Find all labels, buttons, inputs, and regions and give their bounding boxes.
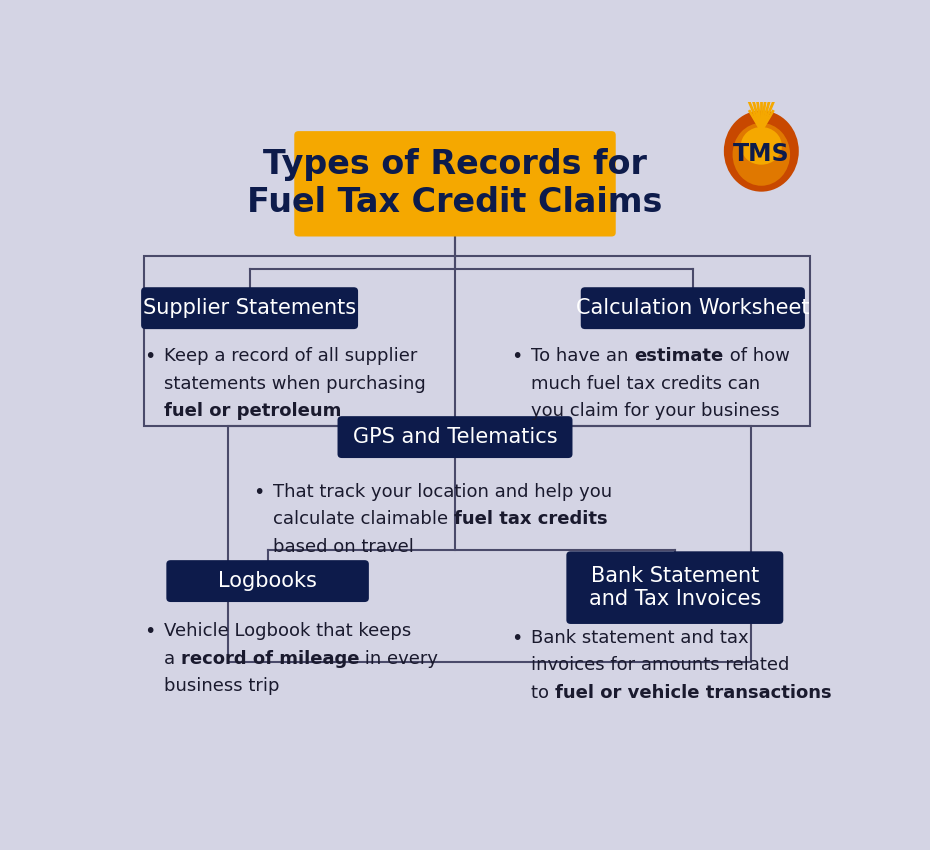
FancyBboxPatch shape: [338, 416, 573, 458]
Text: To have an: To have an: [531, 348, 634, 366]
Text: record of mileage: record of mileage: [180, 649, 359, 668]
Text: fuel tax credits: fuel tax credits: [454, 510, 608, 529]
Text: Bank Statement
and Tax Invoices: Bank Statement and Tax Invoices: [589, 566, 761, 609]
Text: Vehicle Logbook that keeps: Vehicle Logbook that keeps: [164, 622, 411, 640]
Text: •: •: [253, 483, 264, 502]
Ellipse shape: [724, 110, 799, 191]
Bar: [228, 426, 751, 661]
Text: invoices for amounts related: invoices for amounts related: [531, 656, 790, 674]
FancyBboxPatch shape: [166, 560, 369, 602]
Bar: [143, 256, 810, 426]
Text: •: •: [512, 629, 523, 648]
Text: in every: in every: [359, 649, 438, 668]
Text: to: to: [531, 684, 555, 702]
Text: you claim for your business: you claim for your business: [531, 402, 780, 421]
FancyBboxPatch shape: [294, 131, 616, 236]
Text: statements when purchasing: statements when purchasing: [164, 375, 426, 393]
Text: much fuel tax credits can: much fuel tax credits can: [531, 375, 761, 393]
Text: •: •: [512, 348, 523, 366]
FancyBboxPatch shape: [141, 287, 358, 329]
Text: Calculation Worksheet: Calculation Worksheet: [576, 298, 810, 318]
Text: Logbooks: Logbooks: [219, 571, 317, 591]
Text: Bank statement and tax: Bank statement and tax: [531, 629, 749, 647]
Text: fuel or vehicle transactions: fuel or vehicle transactions: [555, 684, 831, 702]
Text: That track your location and help you: That track your location and help you: [273, 483, 613, 501]
Text: •: •: [143, 622, 155, 642]
Text: of how: of how: [724, 348, 790, 366]
Text: a: a: [164, 649, 180, 668]
Text: calculate claimable: calculate claimable: [273, 510, 454, 529]
Text: business trip: business trip: [164, 677, 279, 695]
FancyBboxPatch shape: [580, 287, 805, 329]
Text: based on travel: based on travel: [273, 538, 414, 556]
Ellipse shape: [741, 127, 782, 165]
Text: TMS: TMS: [733, 142, 790, 167]
Text: fuel or petroleum: fuel or petroleum: [164, 402, 341, 421]
Text: Supplier Statements: Supplier Statements: [143, 298, 356, 318]
Text: estimate: estimate: [634, 348, 724, 366]
Text: Types of Records for
Fuel Tax Credit Claims: Types of Records for Fuel Tax Credit Cla…: [247, 148, 663, 219]
Text: GPS and Telematics: GPS and Telematics: [352, 427, 557, 447]
Text: •: •: [143, 348, 155, 366]
Text: Keep a record of all supplier: Keep a record of all supplier: [164, 348, 418, 366]
FancyBboxPatch shape: [566, 552, 783, 624]
Ellipse shape: [733, 123, 790, 186]
